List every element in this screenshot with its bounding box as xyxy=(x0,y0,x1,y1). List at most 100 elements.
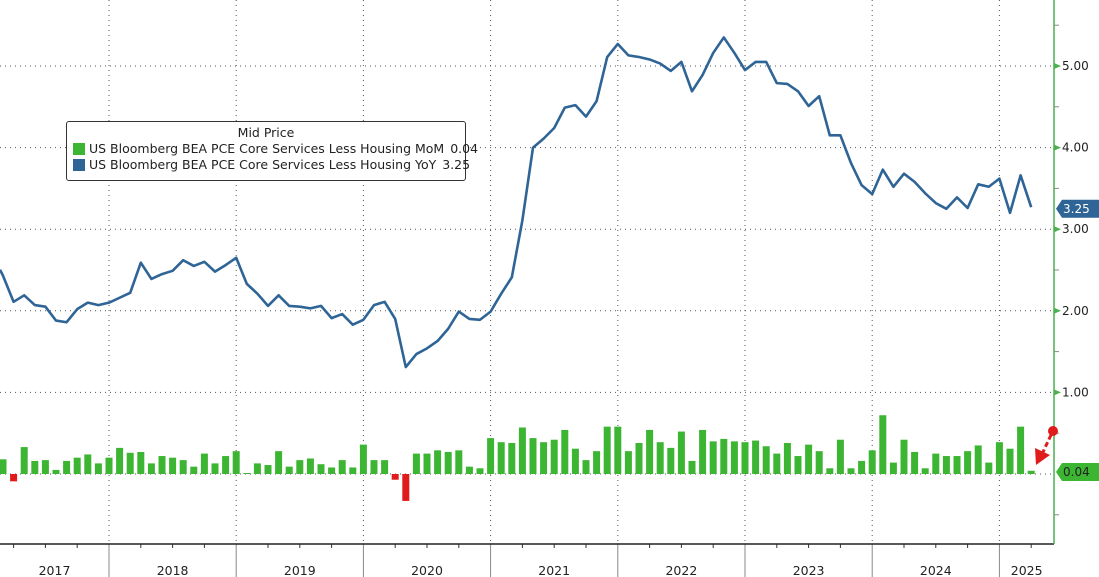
y-tick-label: 1.00 xyxy=(1062,385,1089,399)
legend-swatch-yoy xyxy=(73,159,85,171)
mom-bar xyxy=(20,447,28,474)
mom-bar xyxy=(1017,426,1025,474)
mom-bar xyxy=(349,467,357,474)
year-label: 2022 xyxy=(665,563,697,577)
mom-bar xyxy=(582,460,590,474)
arrow-head-icon xyxy=(1035,448,1050,465)
mom-bar xyxy=(974,445,982,474)
mom-bar xyxy=(31,460,39,474)
y-axis-labels: 1.00 2.00 3.00 4.00 5.00 3.25 0.04 xyxy=(1056,59,1099,481)
mom-last-value: 0.04 xyxy=(1063,465,1090,479)
mom-bar xyxy=(73,457,81,474)
mom-bar xyxy=(593,451,601,474)
mom-bar xyxy=(169,457,177,474)
mom-bar xyxy=(942,456,950,474)
yoy-last-value: 3.25 xyxy=(1063,202,1090,216)
y-tick-marker xyxy=(1054,389,1061,396)
mom-bar xyxy=(391,474,399,480)
mom-bar xyxy=(444,451,452,474)
legend-value: 3.25 xyxy=(442,157,471,172)
year-label: 2019 xyxy=(284,563,316,577)
yoy-line-group xyxy=(0,36,1033,369)
mom-bar xyxy=(158,456,166,474)
mom-bar xyxy=(911,451,919,474)
mom-bar xyxy=(1006,448,1014,474)
mom-bar xyxy=(296,460,304,474)
mom-bar xyxy=(412,453,420,474)
mom-bar xyxy=(126,452,134,474)
mom-bar xyxy=(190,466,198,474)
mom-bar xyxy=(116,447,124,474)
legend-label: US Bloomberg BEA PCE Core Services Less … xyxy=(89,157,437,172)
mom-bar xyxy=(773,453,781,474)
year-label: 2021 xyxy=(538,563,570,577)
legend-swatch-mom xyxy=(73,143,85,155)
mom-bar xyxy=(200,453,208,474)
mom-bar xyxy=(222,456,230,474)
mom-bar xyxy=(497,442,505,474)
mom-bar xyxy=(688,460,696,474)
y-tick-marker xyxy=(1054,144,1061,151)
mom-bar xyxy=(529,438,537,474)
mom-bar xyxy=(847,468,855,474)
mom-bar xyxy=(52,469,60,474)
mom-bar xyxy=(985,462,993,474)
arrow-shaft xyxy=(1041,434,1053,453)
mom-bar xyxy=(508,442,516,474)
legend-value: 0.04 xyxy=(450,141,479,156)
mom-bar xyxy=(964,451,972,474)
y-tick-label: 2.00 xyxy=(1062,304,1089,318)
year-label: 2025 xyxy=(1011,563,1043,577)
mom-bar xyxy=(465,466,473,474)
mom-bar xyxy=(826,468,834,474)
yoy-last-value-tag xyxy=(1056,199,1099,218)
legend-label: US Bloomberg BEA PCE Core Services Less … xyxy=(89,141,445,156)
mom-bar xyxy=(41,460,49,474)
year-label: 2023 xyxy=(793,563,825,577)
mom-bar xyxy=(370,460,378,474)
y-tick-label: 3.00 xyxy=(1062,222,1089,236)
mom-bar xyxy=(10,474,18,482)
mom-bar xyxy=(571,448,579,474)
mom-bar xyxy=(94,463,102,474)
year-label: 2020 xyxy=(411,563,443,577)
mom-bar xyxy=(879,415,887,474)
mom-bar xyxy=(667,447,675,474)
gridlines xyxy=(0,0,1054,544)
mom-bar xyxy=(624,451,632,474)
mom-bar xyxy=(253,463,261,474)
mom-bar xyxy=(402,474,410,501)
mom-bar xyxy=(921,468,929,474)
mom-bar xyxy=(317,464,325,474)
mom-bar xyxy=(275,451,283,474)
y-tick-label: 5.00 xyxy=(1062,59,1089,73)
mom-bar xyxy=(540,442,548,474)
legend-title: Mid Price xyxy=(237,125,295,140)
mom-bar xyxy=(232,451,240,474)
mom-bar xyxy=(720,438,728,474)
mom-bar xyxy=(434,450,442,474)
mom-bar xyxy=(381,460,389,474)
mom-bar xyxy=(1027,470,1035,474)
mom-bars xyxy=(0,415,1035,501)
mom-bar xyxy=(805,444,813,474)
x-axis-labels: 2017 2018 2019 2020 2021 2022 2023 2024 2025 xyxy=(39,563,1043,577)
mom-bar xyxy=(656,442,664,474)
mom-bar xyxy=(243,473,251,474)
mom-bar xyxy=(762,446,770,474)
mom-bar xyxy=(815,451,823,474)
mom-bar xyxy=(858,460,866,474)
mom-bar xyxy=(285,466,293,474)
arrow-tail-dot xyxy=(1048,426,1058,436)
axes xyxy=(0,0,1061,577)
mom-bar xyxy=(900,439,908,474)
mom-bar xyxy=(476,468,484,474)
mom-last-value-tag xyxy=(1056,463,1099,481)
mom-bar xyxy=(646,429,654,474)
mom-bar xyxy=(328,467,336,474)
y-tick-marker xyxy=(1054,63,1061,69)
mom-bar xyxy=(868,450,876,474)
mom-bar xyxy=(794,456,802,474)
mom-bar xyxy=(699,429,707,474)
